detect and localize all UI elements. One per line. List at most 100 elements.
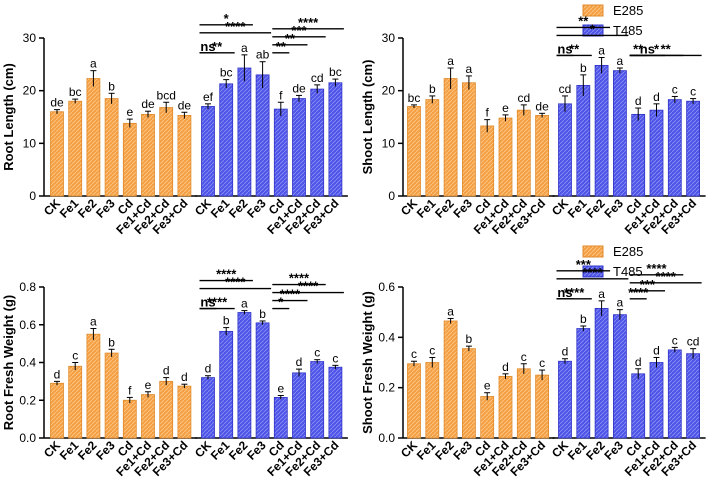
letter-t485-ck: d [205, 362, 212, 376]
bar-t485-fe3 [613, 314, 627, 439]
letter-t485-fe2-plus-cd: c [314, 346, 320, 360]
bar-e285-cd [122, 399, 137, 439]
comparison-label-0: ns [557, 285, 572, 300]
y-tick-label: 30 [382, 31, 396, 45]
letter-t485-fe2: a [598, 287, 605, 301]
comparison-label-1: ** [212, 39, 223, 54]
comparison-label-7: **** [298, 15, 319, 30]
bar-t485-fe2-plus-cd [667, 349, 682, 439]
bar-e285-cd [122, 122, 137, 197]
comparison-label-3: **** [225, 275, 246, 290]
y-tick-label: 0.8 [19, 280, 36, 294]
bar-e285-ck [50, 382, 64, 439]
y-tick-label: 0.4 [378, 330, 395, 344]
bar-e285-fe3 [104, 352, 119, 439]
bar-e285-fe2 [443, 320, 458, 439]
legend-label-t485: T485 [613, 23, 643, 38]
comparison-label-7: **** [656, 269, 677, 284]
x-tick-label-t485-fe3: Fe3 [601, 438, 626, 463]
letter-e285-fe1: c [72, 349, 78, 363]
y-tick-label: 0.2 [19, 393, 36, 407]
y-axis-title: Root Length (cm) [1, 63, 16, 171]
letter-e285-fe3: b [466, 332, 473, 346]
bar-e285-fe1 [68, 365, 83, 439]
y-tick-label: 0.4 [19, 356, 36, 370]
bar-e285-fe3 [461, 348, 476, 439]
bar-t485-cd [273, 397, 288, 439]
y-axis-title: Shoot Length (cm) [360, 60, 375, 175]
bar-e285-fe3-plus-cd [535, 115, 549, 197]
letter-t485-fe3: a [617, 54, 624, 68]
bar-e285-fe1 [68, 100, 83, 197]
letter-e285-fe1-plus-cd: de [141, 97, 155, 111]
comparison-label-0: ns [200, 295, 215, 310]
letter-t485-fe3-plus-cd: bc [329, 65, 342, 79]
comparison-label-1: ** [569, 41, 580, 56]
bar-e285-fe1-plus-cd [141, 394, 155, 439]
y-axis-title: Root Fresh Weight (g) [1, 295, 16, 431]
comparison-label-6: * [654, 41, 660, 56]
letter-e285-fe3-plus-cd: de [178, 98, 192, 112]
bar-t485-fe1 [219, 83, 234, 197]
letter-e285-fe3: b [108, 79, 115, 93]
comparison-label-5: ** [285, 31, 296, 46]
letter-e285-cd: e [484, 379, 491, 393]
letter-t485-fe3: ab [256, 48, 270, 62]
bar-e285-fe1-plus-cd [498, 375, 513, 439]
bar-t485-fe2-plus-cd [310, 361, 325, 439]
letter-t485-fe3-plus-cd: c [690, 85, 696, 99]
bar-e285-cd [480, 396, 495, 439]
letter-e285-fe1: c [429, 343, 435, 357]
bar-t485-fe3-plus-cd [686, 353, 700, 439]
bar-e285-fe2-plus-cd [159, 380, 174, 439]
bar-t485-fe3-plus-cd [328, 82, 343, 197]
bar-t485-fe1-plus-cd [292, 98, 306, 197]
bar-e285-fe1 [425, 362, 440, 439]
comparison-label-6: *** [291, 23, 307, 38]
letter-t485-ck: cd [559, 82, 572, 96]
bar-e285-fe2 [86, 78, 101, 197]
bar-t485-cd [631, 373, 646, 439]
letter-e285-ck: bc [408, 91, 421, 105]
bar-e285-fe3-plus-cd [535, 374, 549, 439]
letter-t485-fe2: a [598, 43, 605, 57]
letter-e285-fe3: a [466, 62, 473, 76]
letter-t485-fe2: a [241, 297, 248, 311]
y-tick-label: 20 [382, 84, 396, 98]
legend-label-e285: E285 [613, 3, 643, 18]
legend-top: E285 T485 [582, 3, 643, 38]
bar-t485-fe1 [576, 328, 591, 439]
bar-e285-fe2 [86, 333, 101, 439]
comparison-label-5: ns [640, 41, 655, 56]
y-tick-label: 10 [382, 136, 396, 150]
letter-e285-ck: c [411, 347, 417, 361]
legend-swatch-e285 [582, 245, 604, 258]
comparison-label-7: **** [298, 279, 319, 294]
comparison-label-0: ns [200, 39, 215, 54]
letter-e285-fe2: a [90, 315, 97, 329]
bar-t485-fe2 [237, 312, 252, 439]
bar-t485-ck [558, 103, 572, 197]
comparison-label-3: **** [582, 265, 603, 280]
letter-t485-cd: e [277, 382, 284, 396]
y-tick-label: 0.0 [378, 431, 395, 445]
y-tick-label: 20 [23, 84, 37, 98]
letter-t485-cd: f [279, 88, 283, 102]
y-tick-label: 30 [23, 31, 37, 45]
x-tick-label-e285-fe3: Fe3 [450, 196, 475, 221]
comparison-label-3: **** [225, 19, 246, 34]
letter-t485-fe1-plus-cd: d [653, 90, 660, 104]
letter-t485-fe3-plus-cd: cd [687, 335, 700, 349]
bar-e285-fe3-plus-cd [177, 115, 192, 197]
comparison-label-4: * [278, 295, 284, 310]
letter-t485-fe3: b [259, 307, 266, 321]
bar-t485-ck [201, 377, 215, 439]
bar-t485-fe2-plus-cd [310, 88, 325, 197]
x-tick-label-t485-fe3: Fe3 [601, 196, 626, 221]
letter-e285-fe1: bc [69, 85, 82, 99]
comparison-label-0: ns [557, 41, 572, 56]
